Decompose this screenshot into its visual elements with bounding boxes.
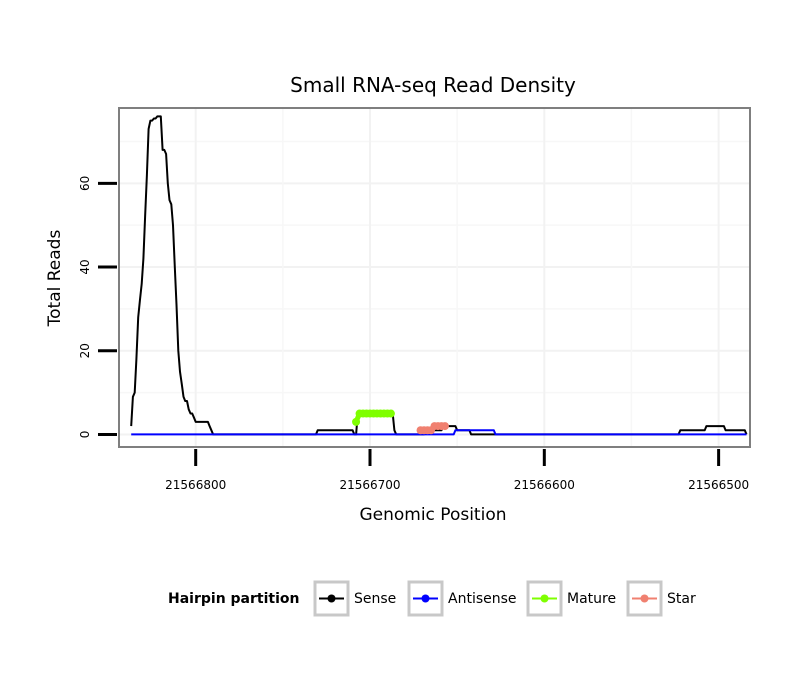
series-antisense-line [131,429,747,436]
legend-label-star: Star [667,591,696,607]
x-tick-label: 21566700 [339,478,400,492]
y-tick-label: 20 [78,343,92,358]
x-axis: 21566800 21566700 21566600 21566500 [165,449,749,492]
y-axis: 0 20 40 60 [78,176,117,439]
series-mature-point [386,409,395,418]
legend-key-antisense-point [421,594,430,603]
series-mature-point [352,417,361,426]
legend-entries: Sense Antisense Mature Star [313,580,696,617]
legend-key-mature-point [540,594,549,603]
legend-label-mature: Mature [567,591,616,607]
legend-key-star-point [640,594,649,603]
legend: Hairpin partition Sense Antisense Mature St… [168,580,696,617]
series-layer [130,115,748,436]
legend-label-antisense: Antisense [448,591,517,607]
y-tick-label: 40 [78,259,92,274]
series-sense-line [130,115,748,436]
x-tick-label: 21566500 [688,478,749,492]
legend-title: Hairpin partition [168,591,299,607]
grid [119,108,750,447]
y-axis-title: Total Reads [45,230,65,328]
y-tick-label: 60 [78,176,92,191]
chart-title: Small RNA-seq Read Density [290,73,576,97]
legend-label-sense: Sense [354,591,396,607]
series-star-point [440,422,449,431]
x-axis-title: Genomic Position [359,505,506,525]
x-tick-label: 21566600 [514,478,575,492]
plot-frame [118,107,751,448]
x-tick-label: 21566800 [165,478,226,492]
y-tick-label: 0 [78,431,92,439]
legend-key-sense-point [327,594,336,603]
